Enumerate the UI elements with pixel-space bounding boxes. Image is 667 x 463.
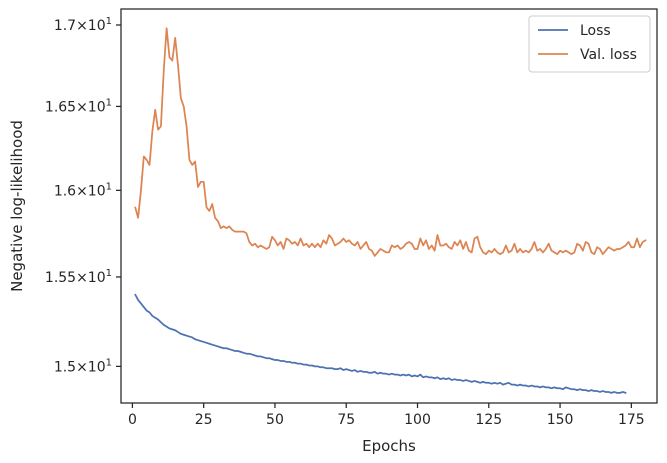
x-axis: 0 25 50 75 100 125 150 175: [128, 403, 645, 428]
y-tick-label: 1.5×101: [54, 357, 112, 375]
y-tick-label: 1.55×101: [45, 268, 112, 286]
x-tick-label: 0: [128, 412, 137, 428]
x-tick-label: 150: [547, 412, 574, 428]
x-tick-label: 75: [337, 412, 355, 428]
plot-frame: [120, 8, 658, 404]
series-line-loss: [134, 293, 627, 394]
x-tick-label: 175: [618, 412, 645, 428]
plot-area: [134, 27, 647, 394]
x-tick-label: 125: [475, 412, 502, 428]
x-axis-label: Epochs: [362, 437, 416, 455]
y-axis: 1.5×101 1.55×101 1.6×101 1.65×101 1.7×101: [45, 16, 121, 375]
x-tick-label: 100: [404, 412, 431, 428]
legend: Loss Val. loss: [528, 15, 651, 73]
x-tick-label: 25: [195, 412, 213, 428]
y-axis-label: Negative log-likelihood: [8, 120, 26, 292]
y-tick-label: 1.6×101: [54, 181, 112, 199]
series-line-val-loss: [134, 27, 647, 257]
x-tick-label: 50: [266, 412, 284, 428]
y-tick-label: 1.65×101: [45, 97, 112, 115]
legend-label-loss: Loss: [580, 23, 611, 39]
y-tick-label: 1.7×101: [54, 16, 112, 34]
legend-label-val-loss: Val. loss: [580, 47, 637, 63]
